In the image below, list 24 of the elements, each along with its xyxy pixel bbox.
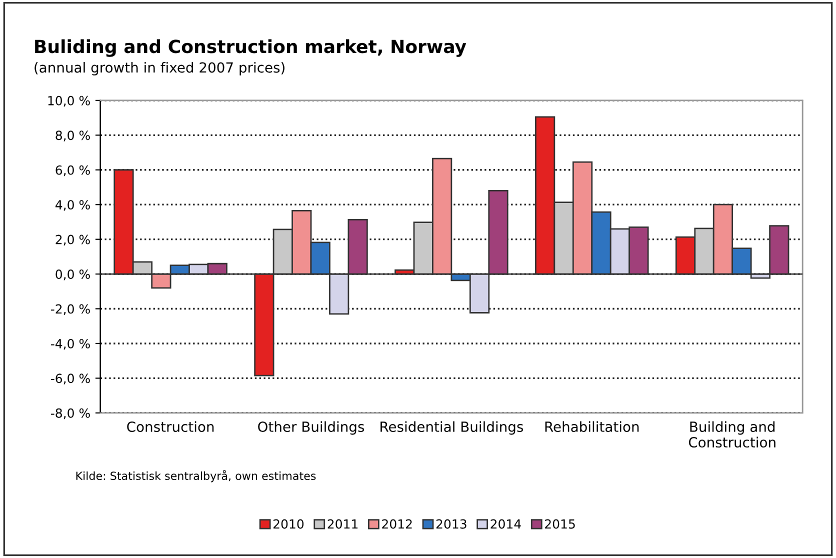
y-tick-label: 10,0 % <box>48 96 90 107</box>
y-tick-label: 4,0 % <box>55 200 90 211</box>
legend-label: 2010 <box>273 519 304 529</box>
x-tick-label: Building and Construction <box>688 421 776 448</box>
legend-label: 2013 <box>436 519 466 529</box>
text: Kilde: Statistisk sentralbyrå, own estimates <box>76 470 316 482</box>
y-tick-label: 8,0 % <box>56 130 90 142</box>
y-tick-label: 6,0 % <box>56 165 90 176</box>
legend-label: 2011 <box>328 519 358 529</box>
legend-label: 2012 <box>382 519 412 529</box>
y-tick-label: -4,0 % <box>50 338 90 350</box>
legend-label: 2014 <box>490 519 521 529</box>
y-tick-label: 0,0 % <box>56 270 90 280</box>
x-tick-label: Residential Buildings <box>380 421 524 435</box>
y-tick-label: -8,0 % <box>50 408 90 420</box>
chart-title: Buliding and Construction market, Norway <box>35 39 466 57</box>
legend-label: 2015 <box>545 519 575 529</box>
y-tick-label: -2,0 % <box>50 304 90 315</box>
x-tick-label: Other Buildings <box>258 421 364 435</box>
y-tick-label: -6,0 % <box>50 374 90 384</box>
chart-subtitle: (annual growth in fixed 2007 prices) <box>34 62 284 76</box>
x-tick-label: Rehabilitation <box>545 421 639 432</box>
x-tick-label: Construction <box>127 421 214 432</box>
y-tick-label: 2,0 % <box>56 234 90 246</box>
